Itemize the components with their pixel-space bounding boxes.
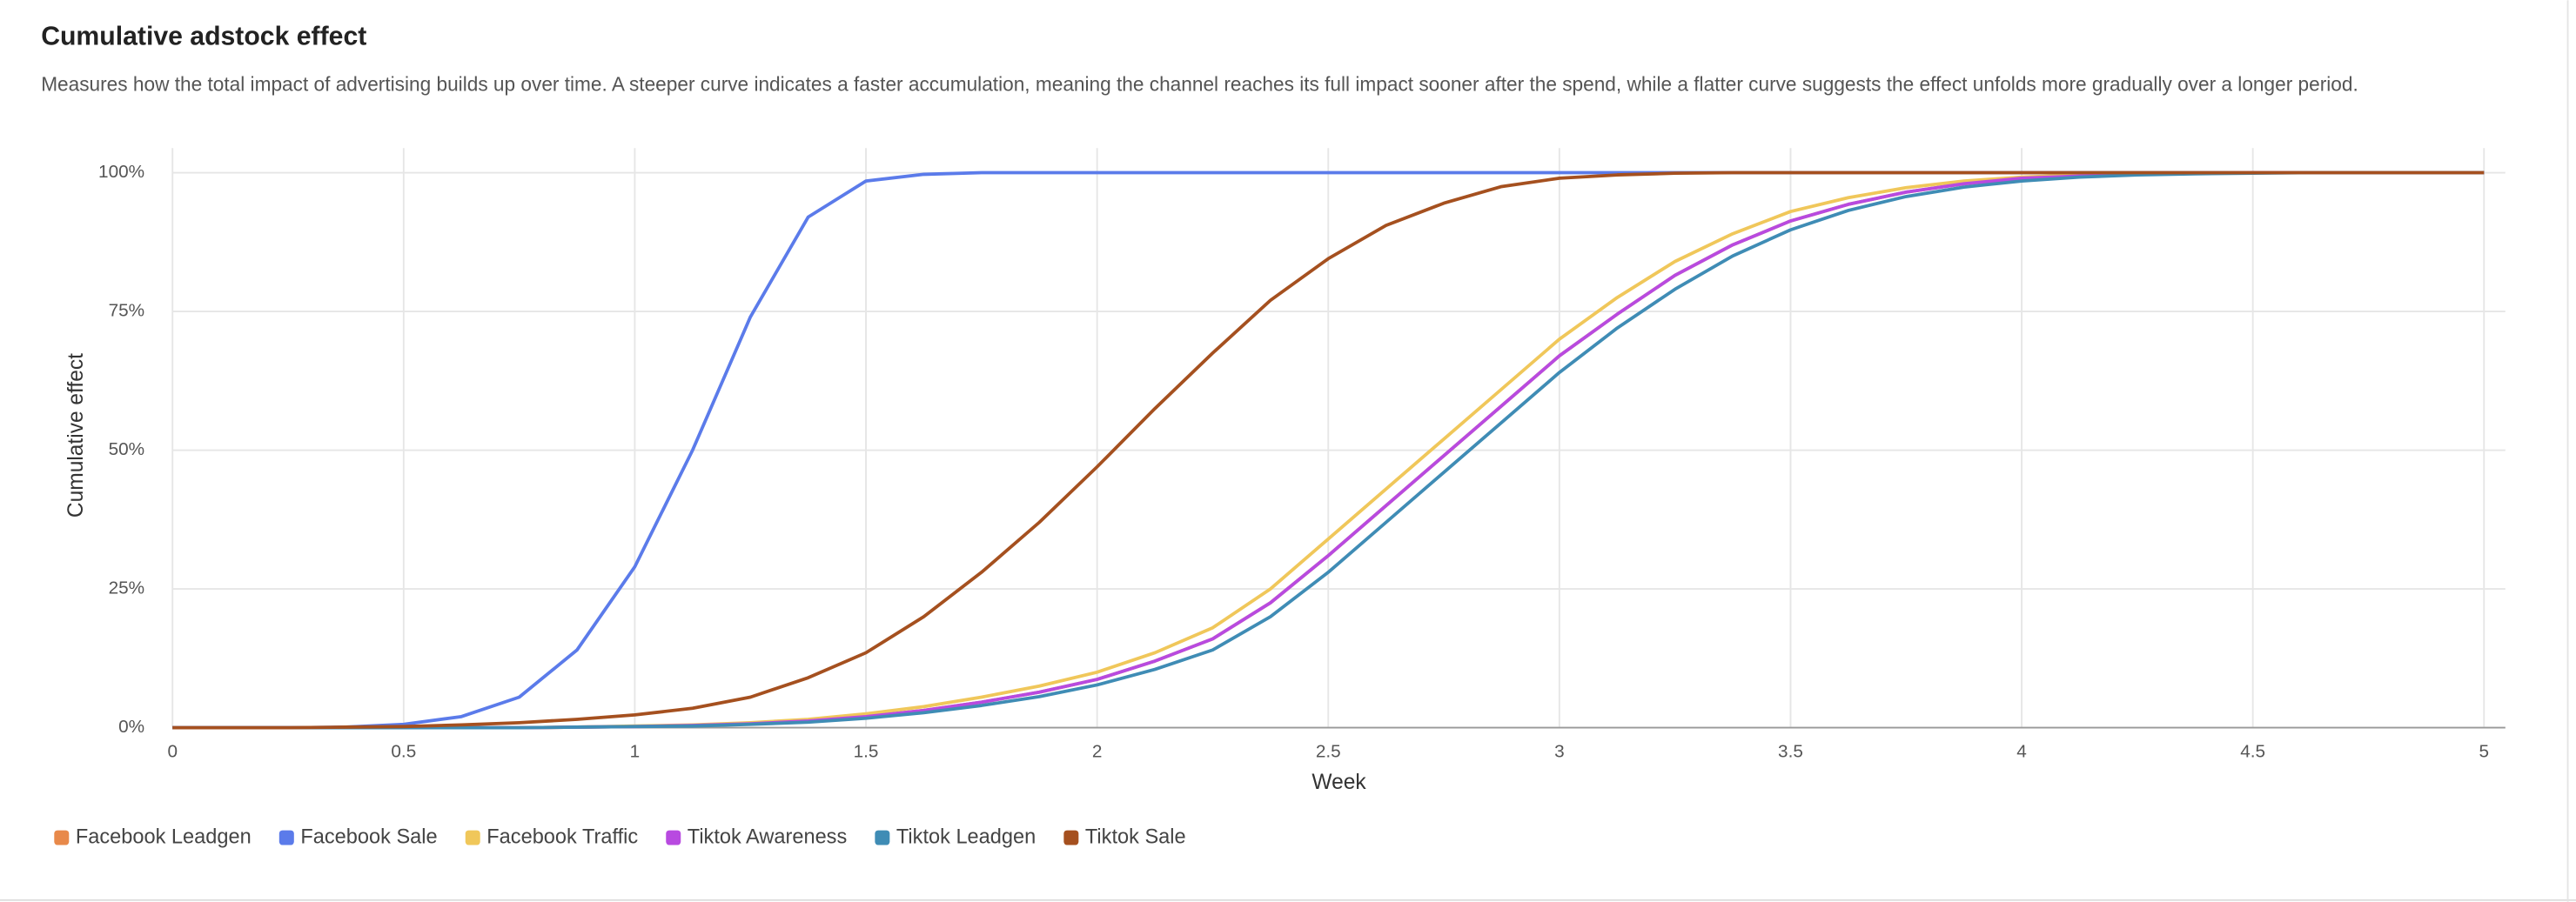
legend-swatch bbox=[875, 830, 890, 845]
x-tick-label: 2.5 bbox=[1316, 741, 1341, 761]
series-line bbox=[172, 170, 2485, 730]
legend-item: Facebook Traffic bbox=[465, 825, 638, 847]
x-tick-label: 4.5 bbox=[2240, 741, 2265, 761]
legend-swatch bbox=[666, 830, 681, 845]
x-tick-label: 5 bbox=[2479, 741, 2490, 761]
chart-subtitle: Measures how the total impact of adverti… bbox=[41, 72, 2358, 95]
x-tick-label: 4 bbox=[2016, 741, 2027, 761]
legend-label: Tiktok Sale bbox=[1085, 825, 1186, 847]
legend-swatch bbox=[54, 830, 70, 845]
x-tick-label: 3.5 bbox=[1778, 741, 1803, 761]
x-tick-label: 1.5 bbox=[854, 741, 879, 761]
chart-title: Cumulative adstock effect bbox=[41, 23, 366, 51]
legend-item: Tiktok Sale bbox=[1063, 825, 1186, 847]
legend-swatch bbox=[278, 830, 294, 845]
legend-swatch bbox=[1063, 830, 1079, 845]
y-tick-label: 0% bbox=[118, 717, 144, 737]
legend-label: Facebook Sale bbox=[300, 825, 437, 847]
y-tick-label: 100% bbox=[98, 162, 144, 182]
x-axis-label: Week bbox=[1311, 771, 1366, 794]
legend-item: Facebook Leadgen bbox=[54, 825, 252, 847]
legend-label: Tiktok Leadgen bbox=[896, 825, 1036, 847]
x-tick-label: 0 bbox=[167, 741, 178, 761]
y-tick-label: 50% bbox=[109, 439, 145, 459]
legend-label: Facebook Traffic bbox=[486, 825, 638, 847]
legend-item: Tiktok Leadgen bbox=[875, 825, 1036, 847]
series-line bbox=[172, 170, 2485, 730]
x-tick-label: 3 bbox=[1554, 741, 1565, 761]
x-tick-label: 1 bbox=[630, 741, 641, 761]
y-tick-label: 75% bbox=[109, 301, 145, 321]
y-tick-label: 25% bbox=[109, 578, 145, 598]
y-axis-label: Cumulative effect bbox=[64, 353, 88, 518]
legend-item: Facebook Sale bbox=[278, 825, 438, 847]
legend-label: Tiktok Awareness bbox=[688, 825, 847, 847]
x-tick-label: 0.5 bbox=[391, 741, 416, 761]
legend-item: Tiktok Awareness bbox=[666, 825, 847, 847]
legend-label: Facebook Leadgen bbox=[76, 825, 252, 847]
x-tick-label: 2 bbox=[1092, 741, 1103, 761]
legend-swatch bbox=[465, 830, 480, 845]
